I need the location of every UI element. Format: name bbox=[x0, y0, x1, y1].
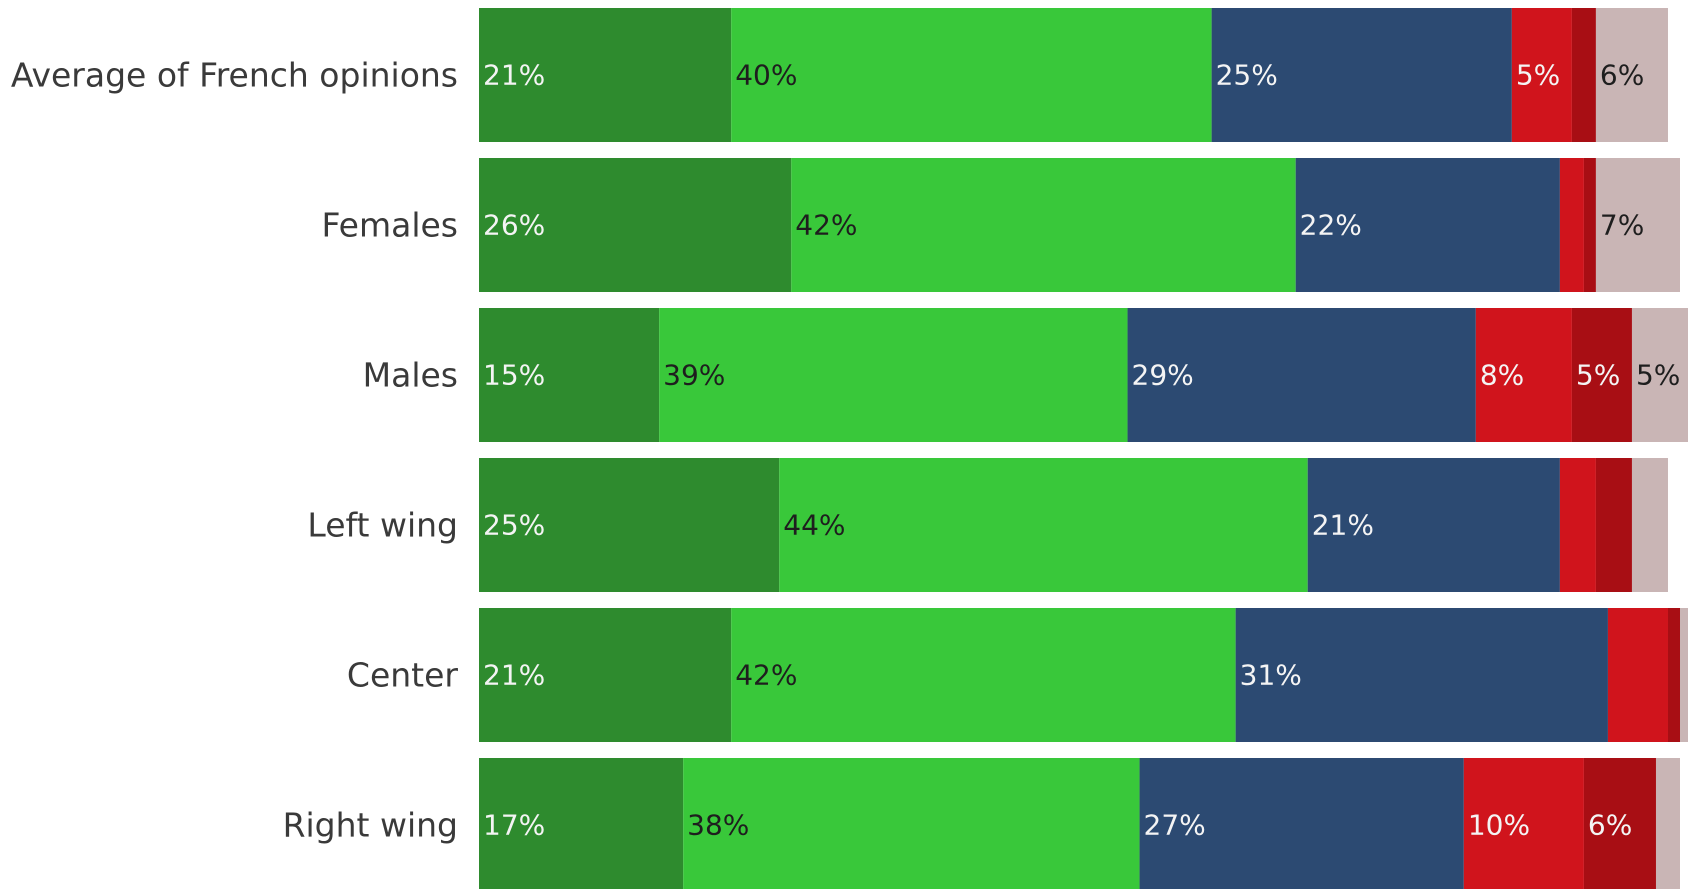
data-label: 22% bbox=[1300, 209, 1362, 242]
bar-segment bbox=[1475, 308, 1572, 442]
bar-row: 17% 38% 27% 10% 6% bbox=[479, 758, 1680, 889]
data-label: 29% bbox=[1132, 359, 1194, 392]
data-label: 38% bbox=[687, 809, 749, 842]
bar-segment bbox=[659, 308, 1128, 442]
bar-segment bbox=[1559, 458, 1596, 592]
data-label: 5% bbox=[1636, 359, 1680, 392]
data-label: 40% bbox=[735, 59, 797, 92]
data-label: 26% bbox=[483, 209, 545, 242]
bar-segment bbox=[1607, 608, 1668, 742]
bar-segment bbox=[1463, 758, 1584, 889]
bar-segment bbox=[1655, 758, 1680, 889]
data-label: 39% bbox=[663, 359, 725, 392]
bar-segment bbox=[479, 758, 684, 889]
bar-segment bbox=[1595, 158, 1680, 292]
bar-segment bbox=[1295, 158, 1560, 292]
bar-segment bbox=[1139, 758, 1464, 889]
data-label: 17% bbox=[483, 809, 545, 842]
bar-segment bbox=[479, 608, 732, 742]
bar-row: 15% 39% 29% 8% 5% 5% bbox=[479, 308, 1688, 442]
category-label: Left wing bbox=[307, 506, 458, 545]
category-label: Males bbox=[363, 356, 458, 395]
bar-segment bbox=[1631, 308, 1688, 442]
bar-segment bbox=[1211, 8, 1512, 142]
bar-segment bbox=[1595, 8, 1668, 142]
data-label: 6% bbox=[1588, 809, 1632, 842]
bar-segment bbox=[1235, 608, 1608, 742]
bar-segment bbox=[1583, 758, 1656, 889]
category-label: Right wing bbox=[283, 806, 458, 845]
bar-segment bbox=[1307, 458, 1560, 592]
data-label: 44% bbox=[783, 509, 845, 542]
data-label: 25% bbox=[483, 509, 545, 542]
bar-segment bbox=[1511, 8, 1572, 142]
category-label: Average of French opinions bbox=[11, 56, 458, 95]
data-label: 5% bbox=[1516, 59, 1560, 92]
bar-segment bbox=[779, 458, 1308, 592]
bar-segment bbox=[791, 158, 1296, 292]
bar-row: 21% 40% 25% 5% 6% bbox=[479, 8, 1668, 142]
data-label: 15% bbox=[483, 359, 545, 392]
data-label: 8% bbox=[1480, 359, 1524, 392]
bar-segment bbox=[1559, 158, 1584, 292]
bar-row: 26% 42% 22% 7% bbox=[479, 158, 1680, 292]
bar-segment bbox=[1571, 8, 1596, 142]
category-label: Females bbox=[321, 206, 458, 245]
data-label: 25% bbox=[1216, 59, 1278, 92]
bar-segment bbox=[479, 158, 792, 292]
data-label: 27% bbox=[1144, 809, 1206, 842]
category-label: Center bbox=[347, 656, 459, 695]
bar-segment bbox=[1127, 308, 1476, 442]
bar-segment bbox=[683, 758, 1140, 889]
bar-segment bbox=[1583, 158, 1596, 292]
data-label: 42% bbox=[735, 659, 797, 692]
bar-segment bbox=[479, 308, 660, 442]
bar-segment bbox=[1595, 458, 1632, 592]
bar-row: 21% 42% 31% bbox=[479, 608, 1688, 742]
data-label: 42% bbox=[795, 209, 857, 242]
bar-segment bbox=[731, 608, 1236, 742]
data-label: 5% bbox=[1576, 359, 1620, 392]
bar-segment bbox=[479, 8, 732, 142]
bar-segment bbox=[1667, 608, 1680, 742]
data-label: 21% bbox=[1312, 509, 1374, 542]
data-label: 21% bbox=[483, 659, 545, 692]
data-label: 21% bbox=[483, 59, 545, 92]
bar-segment bbox=[1680, 608, 1688, 742]
data-label: 10% bbox=[1468, 809, 1530, 842]
bar-segment bbox=[1571, 308, 1632, 442]
bar-row: 25% 44% 21% bbox=[479, 458, 1668, 592]
bar-segment bbox=[1631, 458, 1668, 592]
data-label: 6% bbox=[1600, 59, 1644, 92]
data-label: 31% bbox=[1240, 659, 1302, 692]
bar-segment bbox=[731, 8, 1212, 142]
data-label: 7% bbox=[1600, 209, 1644, 242]
bar-segment bbox=[479, 458, 780, 592]
